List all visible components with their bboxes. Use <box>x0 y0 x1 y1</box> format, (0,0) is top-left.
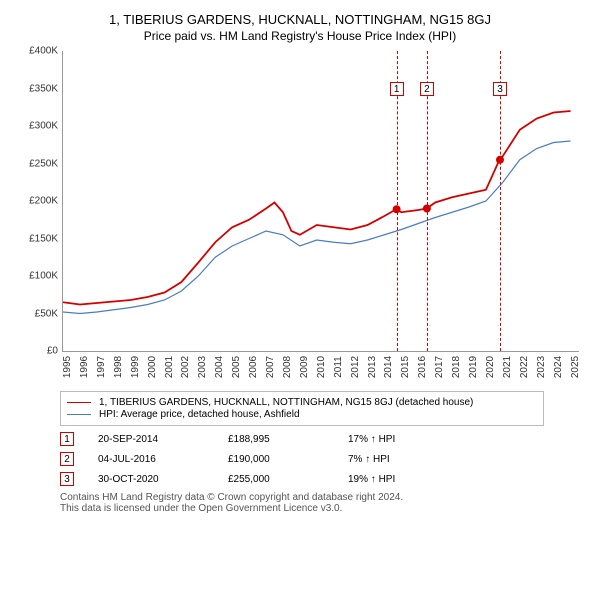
event-marker-3: 3 <box>493 82 507 96</box>
y-tick-label: £50K <box>35 308 58 319</box>
event-row-marker: 2 <box>60 452 74 466</box>
x-tick-label: 2005 <box>231 356 242 378</box>
x-tick-label: 2003 <box>197 356 208 378</box>
y-tick-label: £150K <box>29 233 58 244</box>
x-tick-label: 2008 <box>282 356 293 378</box>
x-tick-label: 2006 <box>248 356 259 378</box>
event-row: 1 20-SEP-2014£188,99517% ↑ HPI <box>60 432 572 446</box>
chart-title: 1, TIBERIUS GARDENS, HUCKNALL, NOTTINGHA… <box>10 12 590 27</box>
x-tick-label: 2023 <box>536 356 547 378</box>
y-tick-label: £0 <box>47 346 58 357</box>
event-date: 04-JUL-2016 <box>98 454 228 465</box>
x-tick-label: 2014 <box>383 356 394 378</box>
x-tick-label: 2007 <box>265 356 276 378</box>
x-tick-label: 1998 <box>113 356 124 378</box>
footer-line-1: Contains HM Land Registry data © Crown c… <box>60 492 572 503</box>
x-tick-label: 2010 <box>316 356 327 378</box>
y-tick-label: £400K <box>29 46 58 57</box>
x-tick-label: 2015 <box>400 356 411 378</box>
event-pct: 19% ↑ HPI <box>348 474 448 485</box>
event-price: £255,000 <box>228 474 348 485</box>
event-pct: 17% ↑ HPI <box>348 434 448 445</box>
x-tick-label: 2002 <box>180 356 191 378</box>
x-tick-label: 1996 <box>79 356 90 378</box>
y-tick-label: £250K <box>29 158 58 169</box>
legend-item-property: 1, TIBERIUS GARDENS, HUCKNALL, NOTTINGHA… <box>67 397 537 408</box>
plot-area: 1 2 3 <box>62 51 579 352</box>
x-tick-label: 2016 <box>417 356 428 378</box>
x-tick-label: 2022 <box>519 356 530 378</box>
series-line-property <box>63 111 571 305</box>
event-pct: 7% ↑ HPI <box>348 454 448 465</box>
x-tick-label: 2012 <box>350 356 361 378</box>
event-row-marker: 3 <box>60 472 74 486</box>
event-price: £190,000 <box>228 454 348 465</box>
x-tick-label: 2009 <box>299 356 310 378</box>
footer: Contains HM Land Registry data © Crown c… <box>60 492 572 514</box>
x-tick-label: 2020 <box>485 356 496 378</box>
event-marker-1: 1 <box>390 82 404 96</box>
event-marker-2: 2 <box>420 82 434 96</box>
chart-area: £0£50K£100K£150K£200K£250K£300K£350K£400… <box>20 51 580 381</box>
chart-container: 1, TIBERIUS GARDENS, HUCKNALL, NOTTINGHA… <box>0 0 600 528</box>
x-tick-label: 1999 <box>130 356 141 378</box>
x-tick-label: 2004 <box>214 356 225 378</box>
legend-swatch-property <box>67 402 91 404</box>
events-table: 1 20-SEP-2014£188,99517% ↑ HPI 2 04-JUL-201… <box>60 432 572 486</box>
x-tick-label: 2017 <box>434 356 445 378</box>
x-tick-label: 2001 <box>164 356 175 378</box>
x-tick-label: 2021 <box>502 356 513 378</box>
x-tick-label: 1995 <box>62 356 73 378</box>
event-price: £188,995 <box>228 434 348 445</box>
event-row-marker: 1 <box>60 432 74 446</box>
x-tick-label: 2019 <box>468 356 479 378</box>
legend-label-hpi: HPI: Average price, detached house, Ashf… <box>99 409 300 420</box>
event-row: 2 04-JUL-2016£190,0007% ↑ HPI <box>60 452 572 466</box>
y-tick-label: £350K <box>29 83 58 94</box>
x-tick-label: 2025 <box>570 356 581 378</box>
y-tick-label: £100K <box>29 271 58 282</box>
x-tick-label: 2024 <box>553 356 564 378</box>
legend-label-property: 1, TIBERIUS GARDENS, HUCKNALL, NOTTINGHA… <box>99 397 473 408</box>
x-tick-label: 2013 <box>367 356 378 378</box>
series-line-hpi <box>63 141 571 314</box>
event-date: 30-OCT-2020 <box>98 474 228 485</box>
x-axis: 1995 1996 1997 1998 1999 2000 2001 2002 2003 2004… <box>62 353 578 381</box>
y-tick-label: £200K <box>29 196 58 207</box>
footer-line-2: This data is licensed under the Open Gov… <box>60 503 572 514</box>
chart-subtitle: Price paid vs. HM Land Registry's House … <box>10 29 590 43</box>
legend-swatch-hpi <box>67 414 91 415</box>
legend: 1, TIBERIUS GARDENS, HUCKNALL, NOTTINGHA… <box>60 391 544 426</box>
x-tick-label: 2018 <box>451 356 462 378</box>
x-tick-label: 2000 <box>147 356 158 378</box>
x-tick-label: 1997 <box>96 356 107 378</box>
x-tick-label: 2011 <box>333 356 344 378</box>
y-axis: £0£50K£100K£150K£200K£250K£300K£350K£400… <box>20 51 60 351</box>
y-tick-label: £300K <box>29 121 58 132</box>
event-row: 3 30-OCT-2020£255,00019% ↑ HPI <box>60 472 572 486</box>
event-date: 20-SEP-2014 <box>98 434 228 445</box>
legend-item-hpi: HPI: Average price, detached house, Ashf… <box>67 409 537 420</box>
